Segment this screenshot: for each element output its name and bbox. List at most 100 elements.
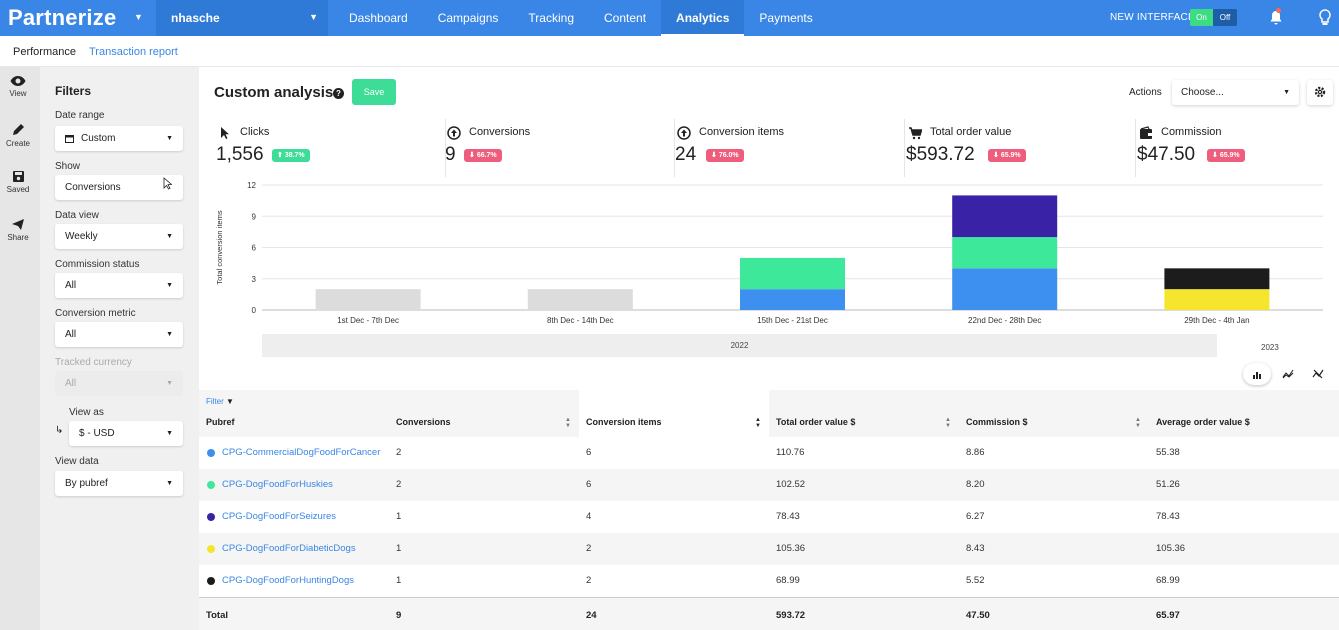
cart-icon	[909, 127, 922, 140]
table-row: CPG-CommercialDogFoodForCancer 2 6 110.76 8.…	[199, 437, 1339, 469]
nav-dashboard[interactable]: Dashboard	[349, 11, 408, 25]
kpi-total-order-value: Total order value $593.72 ⬇ 65.9%	[906, 119, 1136, 177]
view-as-select[interactable]: $ - USD ▼	[69, 421, 183, 446]
sort-icon[interactable]: ▲ ▼	[1135, 417, 1141, 429]
conversion-metric-value: All	[65, 329, 77, 340]
bar-chart-icon	[1253, 372, 1261, 379]
header-commission[interactable]: Commission $ ▲ ▼	[966, 417, 1141, 433]
rail-share[interactable]: Share	[0, 218, 36, 242]
items-cell: 6	[586, 479, 592, 490]
header-label: Conversions	[396, 417, 451, 427]
kpi-value: $593.72	[906, 144, 975, 165]
date-range-select[interactable]: Custom ▼	[55, 126, 183, 151]
notification-bell-icon[interactable]	[1268, 8, 1284, 26]
pubref-link[interactable]: CPG-DogFoodForHuskies	[222, 479, 333, 490]
toggle-on[interactable]: On	[1190, 9, 1213, 26]
commission-status-label: Commission status	[55, 259, 140, 270]
x-tick-label: 1st Dec - 7th Dec	[337, 316, 399, 325]
partnerize-logo[interactable]: Partnerize	[8, 5, 117, 30]
filters-panel: Filters Date range Custom ▼ Show Conversi…	[40, 67, 199, 630]
help-icon[interactable]: ?	[333, 88, 344, 99]
pubref-link[interactable]: CPG-DogFoodForDiabeticDogs	[222, 543, 356, 554]
table-row: CPG-DogFoodForHuskies 2 6 102.52 8.20 51.26	[199, 469, 1339, 501]
settings-button[interactable]	[1307, 80, 1333, 105]
header-total-order-value[interactable]: Total order value $ ▲ ▼	[776, 417, 951, 433]
caret-down-icon: ▼	[166, 380, 173, 387]
bar-segment	[1164, 289, 1270, 310]
kpi-change: 76.0%	[718, 152, 739, 159]
lightbulb-icon[interactable]	[1318, 9, 1332, 27]
tracked-currency-label: Tracked currency	[55, 357, 132, 368]
kpi-value: 9	[445, 144, 456, 165]
tracked-currency-value: All	[65, 378, 77, 389]
nav-analytics[interactable]: Analytics	[661, 0, 745, 36]
page-title: Custom analysis	[214, 84, 334, 101]
data-view-label: Data view	[55, 210, 99, 221]
nav-tracking[interactable]: Tracking	[528, 11, 574, 25]
kpi-change: 66.7%	[476, 152, 497, 159]
series-color-dot	[207, 449, 215, 457]
pencil-icon	[13, 124, 24, 135]
line-chart-button[interactable]	[1274, 363, 1302, 385]
x-tick-label: 8th Dec - 14th Dec	[547, 316, 614, 325]
main-content: Custom analysis ? Save Actions Choose...…	[199, 67, 1339, 630]
pubref-link[interactable]: CPG-DogFoodForHuntingDogs	[222, 575, 355, 586]
rail-view[interactable]: View	[0, 75, 36, 98]
bar-chart-button[interactable]	[1243, 363, 1271, 385]
kpi-clicks: Clicks 1,556 ⬆ 38.7%	[216, 119, 446, 177]
rail-create[interactable]: Create	[0, 123, 36, 148]
total-items: 24	[586, 610, 597, 621]
sort-icon[interactable]: ▲ ▼	[945, 417, 951, 429]
left-rail: View Create Saved Share	[0, 67, 40, 630]
header-pubref[interactable]: Pubref	[206, 417, 235, 433]
conversions-cell: 1	[396, 543, 402, 554]
nav-content[interactable]: Content	[604, 11, 647, 25]
kpi-label: Conversion items	[699, 126, 784, 138]
pubref-link[interactable]: CPG-DogFoodForSeizures	[222, 511, 337, 522]
nav-campaigns[interactable]: Campaigns	[437, 11, 499, 25]
save-button[interactable]: Save	[352, 79, 396, 105]
nav-payments[interactable]: Payments	[759, 11, 813, 25]
commission-status-select[interactable]: All ▼	[55, 273, 183, 298]
view-as-value: $ - USD	[79, 428, 115, 439]
commission-cell: 6.27	[966, 511, 985, 522]
rail-view-label: View	[9, 89, 27, 98]
rail-saved-label: Saved	[6, 185, 30, 194]
series-color-dot	[207, 577, 215, 585]
y-tick-label: 12	[247, 181, 256, 190]
toggle-off[interactable]: Off	[1213, 9, 1237, 26]
table-filter-link[interactable]: Filter ▼	[206, 397, 234, 406]
chevron-down-icon[interactable]: ▼	[134, 12, 143, 22]
table-row: CPG-DogFoodForSeizures 1 4 78.43 6.27 78.43	[199, 501, 1339, 533]
header-average-order-value[interactable]: Average order value $	[1156, 417, 1250, 433]
header-conversion-items[interactable]: Conversion items ▲ ▼	[586, 417, 761, 433]
new-interface-toggle[interactable]: On Off	[1190, 9, 1237, 26]
rail-saved[interactable]: Saved	[0, 170, 36, 194]
bar-segment	[952, 237, 1058, 269]
conversion-metric-select[interactable]: All ▼	[55, 322, 183, 347]
total-commission: 47.50	[966, 610, 990, 621]
kpi-change-badge: ⬇ 65.9%	[1207, 149, 1245, 162]
previous-period-bar	[315, 289, 421, 310]
y-tick-label: 9	[252, 212, 257, 221]
commission-cell: 5.52	[966, 575, 985, 586]
header-conversions[interactable]: Conversions ▲ ▼	[396, 417, 571, 433]
bar-segment	[740, 257, 845, 290]
account-selector[interactable]: nhasche ▼	[156, 0, 328, 36]
sort-icon[interactable]: ▲ ▼	[755, 417, 761, 429]
tab-transaction-report[interactable]: Transaction report	[89, 46, 178, 58]
pubref-link[interactable]: CPG-CommercialDogFoodForCancer	[222, 447, 381, 458]
actions-select[interactable]: Choose... ▼	[1172, 80, 1299, 105]
sort-icon[interactable]: ▲ ▼	[565, 417, 571, 429]
hide-chart-button[interactable]	[1304, 363, 1332, 385]
subdirectory-arrow-icon: ↳	[55, 425, 64, 436]
show-select[interactable]: Conversions	[55, 175, 183, 200]
kpi-conversions: Conversions 9 ⬇ 66.7%	[445, 119, 675, 177]
tab-performance[interactable]: Performance	[13, 46, 76, 58]
kpi-value: 1,556	[216, 144, 264, 165]
data-view-select[interactable]: Weekly ▼	[55, 224, 183, 249]
view-data-select[interactable]: By pubref ▼	[55, 471, 183, 496]
items-cell: 2	[586, 575, 592, 586]
rail-create-label: Create	[5, 139, 30, 148]
order-value-cell: 110.76	[776, 447, 805, 458]
